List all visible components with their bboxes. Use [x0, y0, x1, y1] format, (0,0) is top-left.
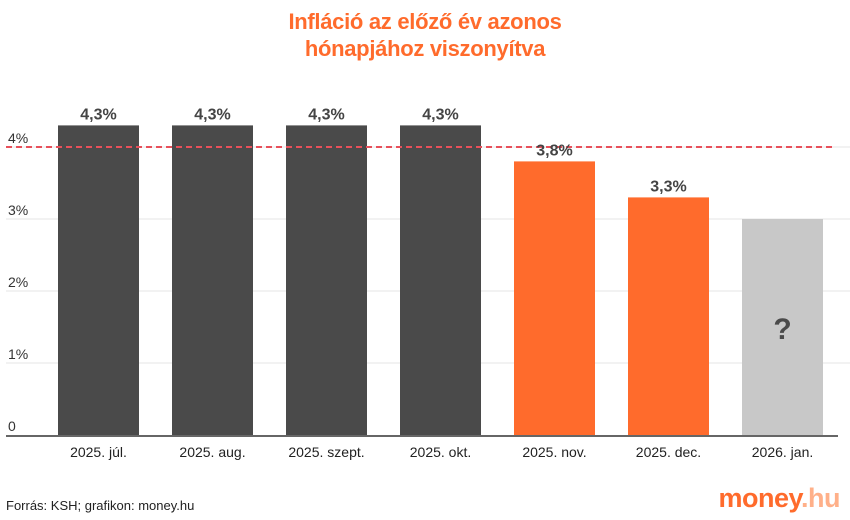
x-tick-label: 2025. szept.: [288, 444, 364, 460]
y-tick-label: 2%: [8, 274, 28, 290]
data-label: 4,3%: [422, 106, 458, 123]
logo-suffix: .hu: [801, 483, 841, 513]
money-hu-logo: money.hu: [718, 483, 840, 514]
x-tick-label: 2025. júl.: [70, 444, 127, 460]
data-label: 3,3%: [650, 178, 686, 195]
logo-main: money: [718, 483, 801, 513]
bar: [514, 161, 595, 435]
y-tick-label: 0: [8, 418, 16, 434]
x-tick-label: 2025. nov.: [522, 444, 586, 460]
unknown-value-label: ?: [773, 313, 791, 346]
source-note: Forrás: KSH; grafikon: money.hu: [6, 498, 195, 513]
bar: [628, 197, 709, 435]
bar: [400, 125, 481, 436]
y-tick-label: 3%: [8, 202, 28, 218]
bar: [58, 125, 139, 436]
bar: [172, 125, 253, 436]
data-label: 3,8%: [536, 142, 572, 159]
bar: [742, 219, 823, 435]
x-tick-label: 2025. okt.: [410, 444, 472, 460]
chart-title-line-1: Infláció az előző év azonos: [288, 9, 562, 34]
data-label: 4,3%: [80, 106, 116, 123]
chart-title-line-2: hónapjához viszonyítva: [304, 36, 546, 61]
y-tick-label: 4%: [8, 130, 28, 146]
chart-title: Infláció az előző év azonos hónapjához v…: [0, 8, 850, 62]
x-tick-label: 2025. dec.: [636, 444, 701, 460]
bar: [286, 125, 367, 436]
data-label: 4,3%: [308, 106, 344, 123]
x-tick-label: 2026. jan.: [752, 444, 814, 460]
x-tick-label: 2025. aug.: [179, 444, 245, 460]
data-label: 4,3%: [194, 106, 230, 123]
y-tick-label: 1%: [8, 346, 28, 362]
bar-chart: 0 1% 2% 3% 4% 4,3% 4,3% 4,3% 4,3% 3,8% 3,3%? 2025. …: [6, 106, 850, 460]
